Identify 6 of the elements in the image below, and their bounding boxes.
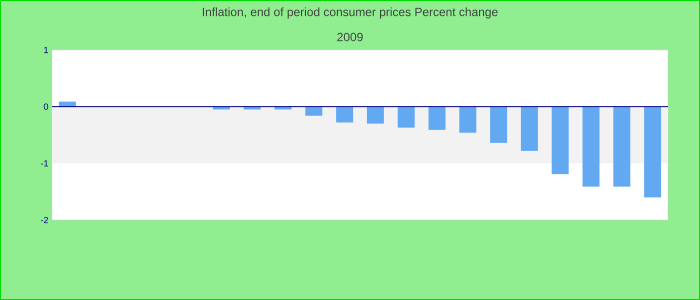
- y-tick-label: -1: [40, 160, 48, 166]
- y-tick-label: 1: [44, 46, 48, 54]
- chart-title: Inflation, end of period consumer prices Percent change: [202, 7, 498, 19]
- chart-subtitle: 2009: [337, 32, 363, 42]
- y-tick-label: 0: [44, 103, 48, 110]
- y-tick-label: -2: [40, 216, 48, 224]
